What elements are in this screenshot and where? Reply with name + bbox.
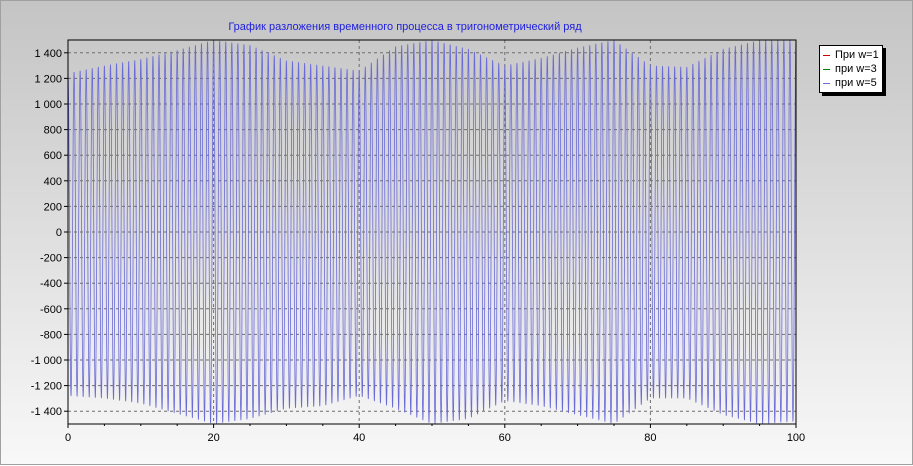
legend-item-w1: При w=1 — [823, 48, 879, 62]
legend-label-w3: при w=3 — [835, 63, 877, 75]
x-tick-label: 20 — [207, 432, 219, 444]
legend-swatch-w3 — [823, 68, 830, 70]
x-tick-label: 0 — [65, 432, 71, 444]
x-tick-label: 60 — [499, 432, 511, 444]
x-tick-label: 40 — [353, 432, 365, 444]
y-tick-label: 400 — [44, 176, 62, 188]
y-tick-label: -800 — [40, 329, 62, 341]
y-tick-label: -1 200 — [31, 381, 62, 393]
chart-title: График разложения временного процесса в … — [228, 21, 582, 33]
y-tick-label: -400 — [40, 278, 62, 290]
legend-item-w5: при w=5 — [823, 76, 877, 90]
x-tick-label: 80 — [644, 432, 656, 444]
legend-label-w1: При w=1 — [835, 49, 879, 61]
axes — [64, 39, 797, 428]
legend-swatch-w5 — [823, 82, 830, 84]
y-tick-label: 0 — [56, 227, 62, 239]
x-tick-label: 100 — [787, 432, 805, 444]
y-tick-label: 1 200 — [34, 73, 62, 85]
legend-label-w5: при w=5 — [835, 77, 877, 89]
y-tick-label: 600 — [44, 150, 62, 162]
y-tick-label: 200 — [44, 201, 62, 213]
legend-item-w3: при w=3 — [823, 62, 877, 76]
y-tick-label: 800 — [44, 125, 62, 137]
y-tick-label: -1 400 — [31, 406, 62, 418]
y-tick-label: -600 — [40, 304, 62, 316]
legend-swatch-w1 — [823, 54, 830, 56]
y-tick-label: 1 400 — [34, 48, 62, 60]
y-tick-label: -200 — [40, 253, 62, 265]
grid — [67, 40, 797, 424]
y-tick-label: -1 000 — [31, 355, 62, 367]
y-tick-label: 1 000 — [34, 99, 62, 111]
legend: При w=1 при w=3 при w=5 — [819, 45, 883, 93]
